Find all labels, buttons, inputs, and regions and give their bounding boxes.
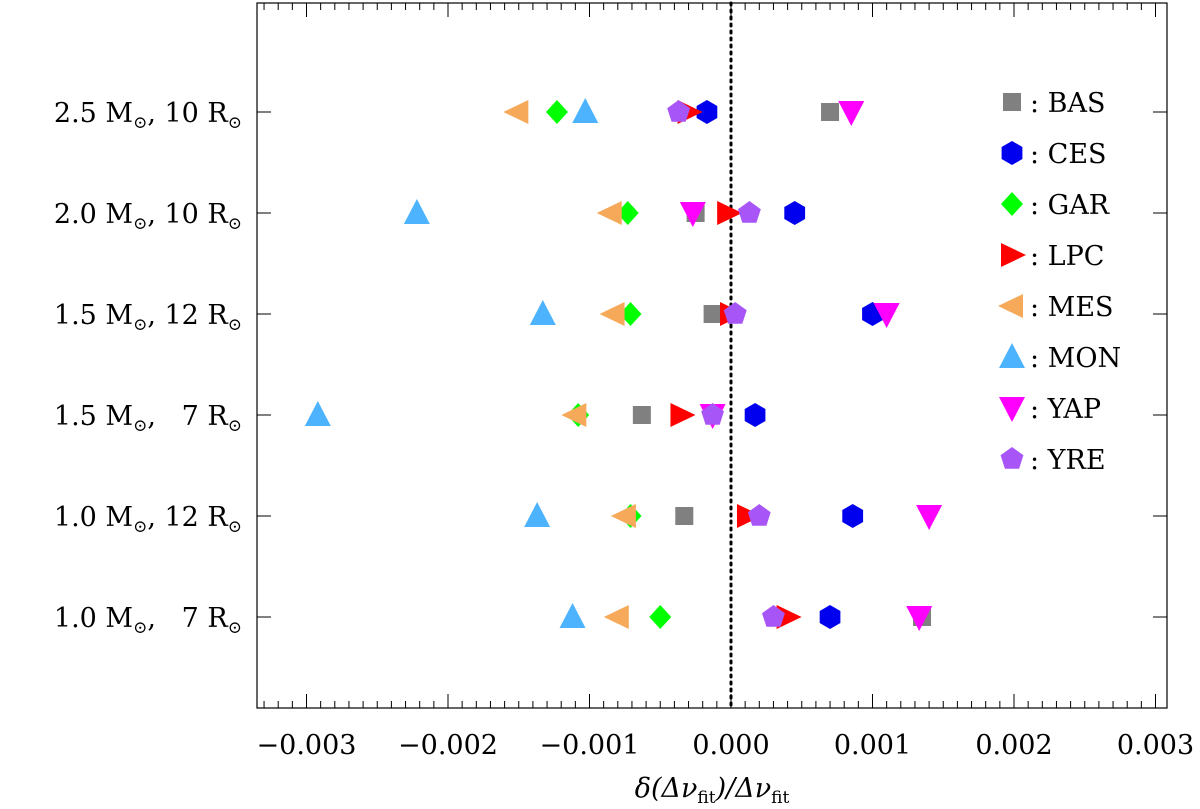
- point-ces: [842, 504, 864, 528]
- point-gar: [619, 302, 642, 326]
- legend-label-yap: : YAP: [1030, 394, 1101, 425]
- y-category-label: 1.0 M⊙, 7 R⊙: [54, 603, 242, 638]
- point-yap: [838, 101, 865, 126]
- point-mon: [572, 98, 599, 123]
- point-ces: [696, 100, 718, 124]
- ticks-layer: −0.003 −0.002 −0.001 0.000 0.001 0.002 0.003: [257, 3, 1194, 761]
- point-mes: [503, 100, 529, 124]
- point-mes: [596, 201, 622, 225]
- point-yap: [916, 505, 943, 530]
- legend-marker-yap: [999, 397, 1025, 422]
- point-mon: [559, 603, 586, 628]
- point-bas: [821, 103, 840, 121]
- point-mes: [610, 504, 636, 528]
- point-ces: [744, 403, 766, 427]
- y-category-label: 2.5 M⊙, 10 R⊙: [54, 98, 242, 133]
- legend-label-lpc: : LPC: [1030, 241, 1104, 272]
- x-tick-label: 0.002: [975, 730, 1052, 761]
- x-tick-label: 0.000: [692, 730, 769, 761]
- point-mon: [529, 300, 556, 325]
- legend-marker-yre: [1000, 447, 1024, 469]
- point-mes: [603, 605, 629, 629]
- point-yap: [679, 202, 706, 227]
- point-bas: [675, 507, 694, 525]
- legend-marker-ces: [1001, 141, 1023, 165]
- category-labels: 2.5 M⊙, 10 R⊙ 2.0 M⊙, 10 R⊙ 1.5 M⊙, 12 R⊙ 1…: [54, 98, 1167, 638]
- x-tick-label: −0.002: [398, 730, 498, 761]
- point-mon: [403, 199, 430, 224]
- point-lpc: [717, 201, 743, 225]
- x-tick-label: −0.003: [257, 730, 357, 761]
- legend-label-ces: : CES: [1030, 139, 1107, 170]
- x-tick-label: 0.003: [1117, 730, 1194, 761]
- legend-marker-lpc: [1001, 243, 1026, 267]
- x-tick-label: 0.001: [834, 730, 911, 761]
- y-category-label: 1.0 M⊙, 12 R⊙: [54, 502, 242, 537]
- legend-label-gar: : GAR: [1030, 190, 1110, 221]
- point-ces: [784, 201, 806, 225]
- point-gar: [616, 201, 639, 225]
- data-points: [304, 98, 943, 631]
- point-yre: [701, 403, 724, 425]
- y-category-label: 1.5 M⊙, 12 R⊙: [54, 300, 242, 335]
- point-gar: [649, 605, 672, 629]
- point-lpc: [776, 605, 802, 629]
- legend: : BAS : CES : GAR : LPC : MES : MON : YAP : YRE: [998, 88, 1121, 476]
- point-ces: [819, 605, 841, 629]
- point-mon: [524, 502, 551, 527]
- x-tick-label: −0.001: [540, 730, 640, 761]
- point-yre: [723, 302, 747, 324]
- legend-marker-mon: [999, 343, 1025, 368]
- plot-frame: [256, 2, 1168, 709]
- point-yre: [747, 504, 771, 526]
- y-category-label: 2.0 M⊙, 10 R⊙: [54, 199, 242, 234]
- y-category-label: 1.5 M⊙, 7 R⊙: [54, 401, 242, 436]
- legend-label-bas: : BAS: [1030, 88, 1106, 119]
- point-yap: [906, 606, 933, 631]
- point-yre: [667, 100, 691, 122]
- point-bas: [703, 305, 722, 323]
- legend-marker-bas: [1003, 93, 1021, 111]
- point-gar: [545, 100, 568, 124]
- x-axis-title: δ(Δνfit)/Δνfit: [635, 773, 790, 808]
- legend-label-yre: : YRE: [1030, 445, 1106, 476]
- legend-marker-gar: [1001, 192, 1023, 216]
- point-yre: [762, 605, 785, 627]
- point-lpc: [670, 403, 696, 427]
- point-yap: [873, 303, 900, 328]
- legend-label-mes: : MES: [1030, 292, 1114, 323]
- point-bas: [632, 406, 651, 424]
- point-mes: [599, 302, 625, 326]
- point-mon: [304, 401, 331, 426]
- legend-marker-mes: [998, 294, 1023, 318]
- point-yre: [738, 201, 761, 223]
- point-mes: [561, 403, 587, 427]
- legend-label-mon: : MON: [1030, 343, 1121, 374]
